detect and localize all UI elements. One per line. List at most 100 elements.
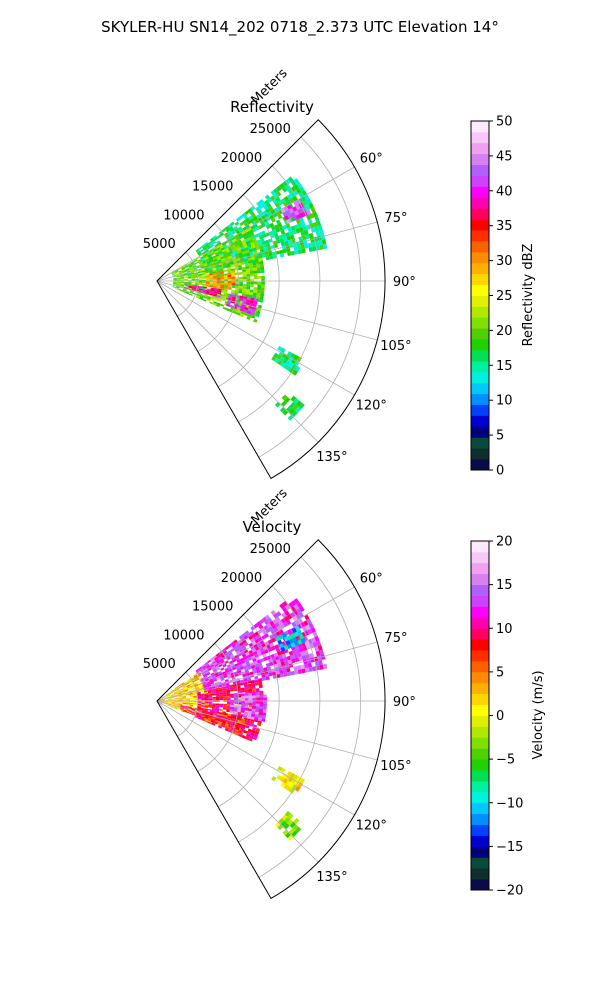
echo-cell xyxy=(212,696,216,699)
echo-cell xyxy=(275,611,282,617)
echo-cell xyxy=(258,681,263,686)
echo-cell xyxy=(281,814,288,821)
echo-cell xyxy=(240,710,245,713)
echo-cell xyxy=(183,686,187,689)
echo-cell xyxy=(298,633,305,640)
echo-cell xyxy=(252,264,257,269)
range-tick-label: 15000 xyxy=(192,180,233,195)
echo-cell xyxy=(215,689,219,692)
echo-cell xyxy=(193,673,197,677)
echo-cell xyxy=(215,703,220,706)
echo-cell xyxy=(167,701,172,703)
echo-cell xyxy=(241,212,247,218)
echo-cell xyxy=(292,824,299,831)
echo-cell xyxy=(244,630,250,636)
echo-cell xyxy=(250,645,255,650)
echo-cell xyxy=(250,716,255,720)
echo-cell xyxy=(209,274,213,277)
echo-cell xyxy=(173,278,177,280)
echo-cell xyxy=(237,639,243,644)
echo-cell xyxy=(303,620,309,627)
echo-cell xyxy=(187,263,192,267)
colorbar-swatch xyxy=(471,415,489,427)
echo-cell xyxy=(261,240,266,246)
echo-cell xyxy=(259,299,264,303)
echo-cell xyxy=(191,279,196,281)
echo-cell xyxy=(296,602,303,609)
echo-cell xyxy=(223,675,228,679)
echo-cell xyxy=(312,221,318,228)
echo-cell xyxy=(203,262,208,266)
echo-cell xyxy=(186,290,190,293)
echo-cell xyxy=(242,662,247,667)
echo-cell xyxy=(223,292,228,296)
echo-cell xyxy=(215,691,220,694)
echo-cell xyxy=(208,695,213,698)
echo-cell xyxy=(203,685,208,688)
echo-cell xyxy=(213,292,218,296)
echo-cell xyxy=(287,602,294,609)
colorbar-swatch xyxy=(471,448,489,460)
echo-cell xyxy=(199,288,204,291)
echo-cell xyxy=(181,267,185,270)
echo-cell xyxy=(197,696,202,699)
echo-cell xyxy=(217,721,223,724)
echo-cell xyxy=(166,693,171,697)
echo-cell xyxy=(215,705,220,708)
echo-cell xyxy=(245,301,250,306)
echo-cell xyxy=(208,713,213,716)
echo-cell xyxy=(278,643,284,649)
echo-cell xyxy=(215,696,220,699)
echo-cell xyxy=(180,282,185,284)
echo-cell xyxy=(228,295,233,299)
echo-cell xyxy=(216,714,221,718)
echo-cell xyxy=(283,196,290,202)
echo-cell xyxy=(200,255,205,259)
echo-cell xyxy=(210,296,215,300)
echo-cell xyxy=(246,715,251,720)
echo-cell xyxy=(174,706,178,709)
echo-cell xyxy=(227,643,232,649)
echo-cell xyxy=(233,248,238,253)
echo-cell xyxy=(187,707,192,710)
echo-cell xyxy=(259,260,264,265)
echo-cell xyxy=(240,693,245,697)
range-tick-label: 10000 xyxy=(163,628,204,643)
echo-cell xyxy=(215,245,220,249)
echo-cell xyxy=(230,264,235,267)
echo-cell xyxy=(191,687,196,691)
echo-region xyxy=(274,810,302,841)
echo-cell xyxy=(202,709,207,712)
echo-cell xyxy=(255,261,260,265)
echo-cell xyxy=(302,239,308,245)
echo-cell xyxy=(210,672,215,676)
echo-cell xyxy=(225,249,230,253)
colorbar-swatch xyxy=(471,121,489,133)
echo-cell xyxy=(256,201,262,207)
echo-cell xyxy=(211,665,216,670)
echo-cell xyxy=(182,697,187,699)
echo-cell xyxy=(208,703,213,705)
echo-cell xyxy=(312,631,318,638)
echo-cell xyxy=(215,267,220,270)
echo-cell xyxy=(218,663,223,668)
echo-cell xyxy=(197,258,202,262)
echo-cell xyxy=(214,252,219,256)
echo-cell xyxy=(296,182,303,189)
echo-cell xyxy=(172,273,176,276)
colorbar-tick-label: 40 xyxy=(496,184,513,199)
echo-cell xyxy=(207,667,213,672)
colorbar-swatch xyxy=(471,295,489,307)
echo-cell xyxy=(174,695,179,698)
echo-cell xyxy=(259,694,264,698)
echo-cell xyxy=(244,705,249,709)
echo-cell xyxy=(184,278,188,280)
echo-cell xyxy=(178,289,183,292)
echo-cell xyxy=(208,704,213,707)
echo-cell xyxy=(295,188,302,194)
echo-cell xyxy=(184,281,188,283)
echo-cell xyxy=(250,241,255,246)
echo-cell xyxy=(257,242,263,247)
echo-cell xyxy=(174,704,179,706)
echo-cell xyxy=(225,687,230,691)
